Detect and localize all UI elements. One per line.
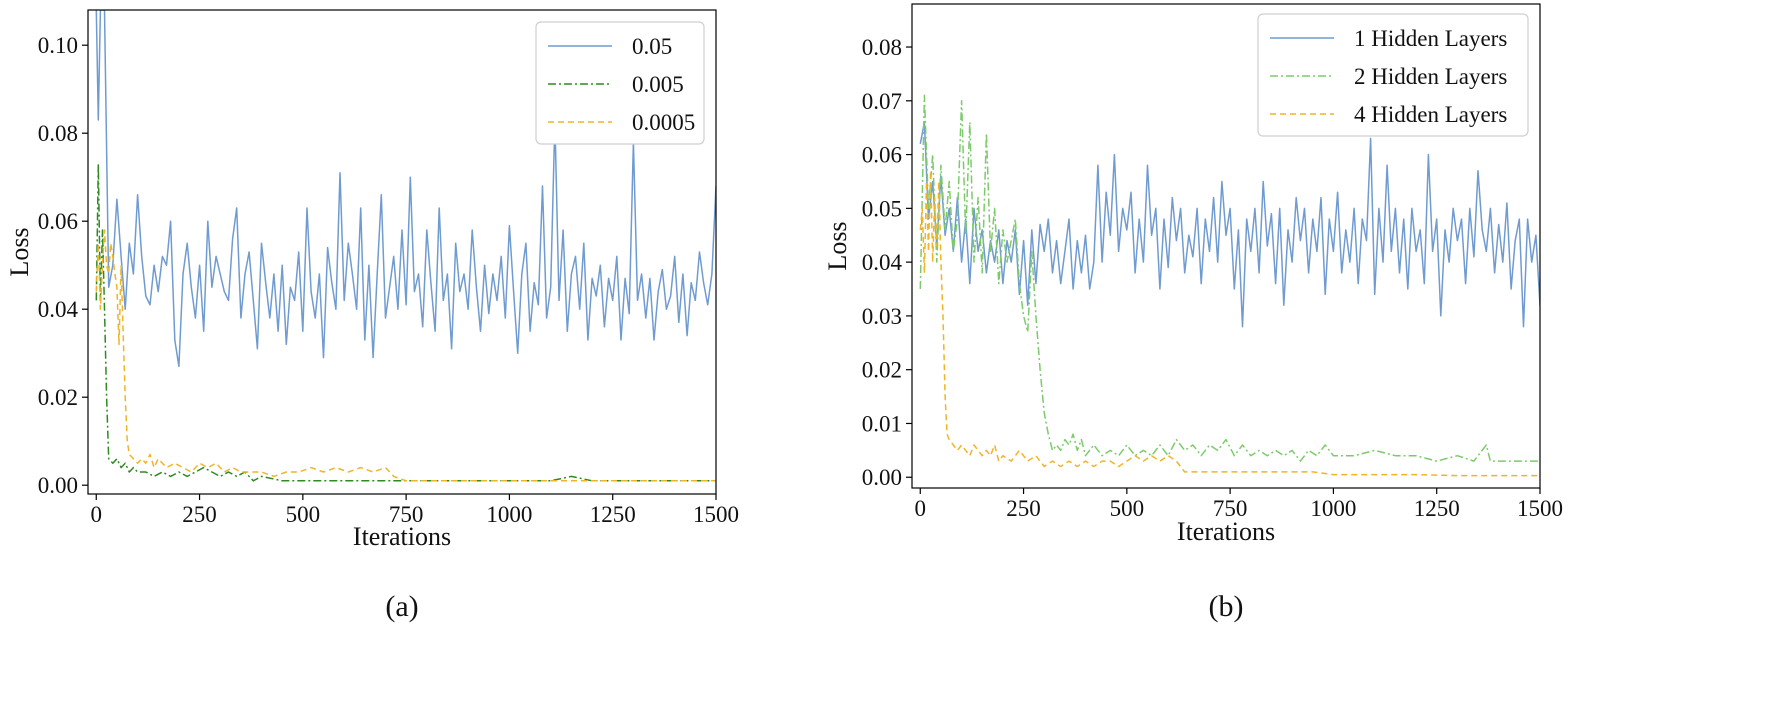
chart-a-xtick-label: 750	[389, 502, 424, 527]
chart-a-legend-label-2: 0.0005	[632, 110, 695, 135]
chart-b-series-1-line	[919, 94, 1540, 462]
chart-b-ytick-label: 0.00	[862, 465, 902, 490]
chart-b-ytick-label: 0.07	[862, 89, 902, 114]
chart-b-xtick-label: 750	[1213, 496, 1248, 521]
chart-b-legend-label-2: 4 Hidden Layers	[1354, 102, 1507, 127]
chart-b-xtick-label: 500	[1110, 496, 1145, 521]
chart-b-xtick-label: 250	[1006, 496, 1041, 521]
chart-a-series-0-line	[95, 10, 716, 368]
chart-b-xtick-label: 1000	[1310, 496, 1356, 521]
chart-a-ytick-label: 0.10	[38, 33, 78, 58]
chart-a-ytick-label: 0.06	[38, 209, 78, 234]
chart-a-legend-label-1: 0.005	[632, 72, 684, 97]
chart-a-legend-box	[535, 21, 705, 145]
chart-b-xlabel: Iterations	[1177, 517, 1275, 546]
chart-a-xtick-label: 1500	[693, 502, 739, 527]
chart-b-panel-label: (b)	[1209, 590, 1244, 623]
chart-b-series-2-line	[919, 169, 1540, 477]
chart-b-legend-box	[1257, 13, 1529, 137]
chart-a-xtick-label: 0	[91, 502, 103, 527]
chart-b-xtick-label: 1500	[1517, 496, 1563, 521]
chart-b-legend-label-1: 2 Hidden Layers	[1354, 64, 1507, 89]
chart-b-legend: 1 Hidden Layers 2 Hidden Layers 4 Hidden L…	[1257, 13, 1529, 137]
chart-b-ytick-label: 0.04	[862, 250, 903, 275]
chart-b-ytick-label: 0.08	[862, 35, 902, 60]
chart-a-ytick-label: 0.02	[38, 385, 78, 410]
chart-a-legend-label-0: 0.05	[632, 34, 672, 59]
chart-b-ytick-label: 0.06	[862, 143, 902, 168]
chart-a-frame	[87, 9, 717, 495]
chart-a: 0 250 500 750 1000 1250 1500 0.00 0.02 0.04 0.06 0…	[5, 9, 739, 623]
chart-b-xtick-label: 1250	[1414, 496, 1460, 521]
chart-a-legend: 0.05 0.005 0.0005	[535, 21, 705, 145]
chart-a-xlabel: Iterations	[353, 522, 451, 551]
chart-a-xtick-label: 500	[286, 502, 321, 527]
chart-b-ytick-label: 0.03	[862, 304, 902, 329]
chart-a-series-2-line	[95, 229, 716, 482]
chart-a-series-1-line	[95, 163, 716, 482]
chart-a-ylabel: Loss	[5, 227, 34, 276]
chart-b-ylabel: Loss	[823, 221, 852, 270]
chart-b-series-0-line	[919, 121, 1540, 328]
chart-b-frame	[911, 3, 1541, 489]
chart-b-ytick-label: 0.02	[862, 358, 902, 383]
chart-a-xtick-label: 1000	[486, 502, 532, 527]
chart-a-ytick-label: 0.00	[38, 473, 78, 498]
chart-a-panel-label: (a)	[385, 590, 418, 623]
chart-b: 0 250 500 750 1000 1250 1500 0.00 0.01 0.02 0.03 0…	[823, 3, 1563, 623]
chart-b-ytick-label: 0.01	[862, 411, 902, 436]
chart-b-ytick-label: 0.05	[862, 196, 902, 221]
chart-a-xtick-label: 250	[182, 502, 217, 527]
chart-a-ytick-label: 0.08	[38, 121, 78, 146]
chart-a-ytick-label: 0.04	[38, 297, 79, 322]
chart-b-xtick-label: 0	[915, 496, 927, 521]
chart-b-legend-label-0: 1 Hidden Layers	[1354, 26, 1507, 51]
chart-a-xtick-label: 1250	[590, 502, 636, 527]
